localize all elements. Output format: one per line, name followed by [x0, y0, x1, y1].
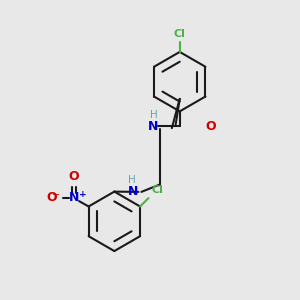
Text: O: O [68, 170, 79, 183]
Text: H: H [150, 110, 158, 120]
Text: Cl: Cl [152, 185, 163, 195]
Text: O: O [46, 191, 57, 204]
Text: N: N [128, 185, 138, 198]
Text: N: N [148, 120, 158, 133]
Text: O: O [205, 120, 216, 133]
Text: +: + [79, 190, 87, 199]
Text: −: − [52, 190, 60, 200]
Text: H: H [128, 176, 136, 185]
Text: N: N [68, 191, 79, 204]
Text: Cl: Cl [174, 29, 186, 39]
